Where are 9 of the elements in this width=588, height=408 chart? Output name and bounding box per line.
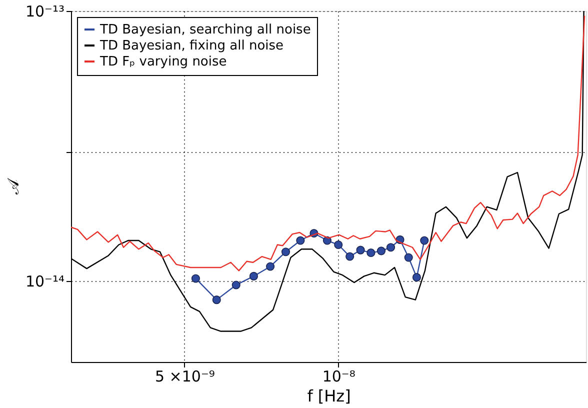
y-tick-label: 10⁻¹³	[25, 2, 64, 20]
legend-label: TD Bayesian, fixing all noise	[99, 38, 284, 54]
legend-label: TD Bayesian, searching all noise	[99, 22, 311, 38]
y-axis-title: 𝒜	[3, 178, 22, 194]
legend-label: TD Fₚ varying noise	[99, 54, 227, 70]
y-tick-label: 10⁻¹⁴	[25, 272, 64, 290]
x-tick-label: 5 ×10⁻⁹	[154, 368, 215, 386]
x-axis-title: f [Hz]	[307, 386, 351, 406]
x-tick-label: 10⁻⁸	[322, 368, 356, 386]
